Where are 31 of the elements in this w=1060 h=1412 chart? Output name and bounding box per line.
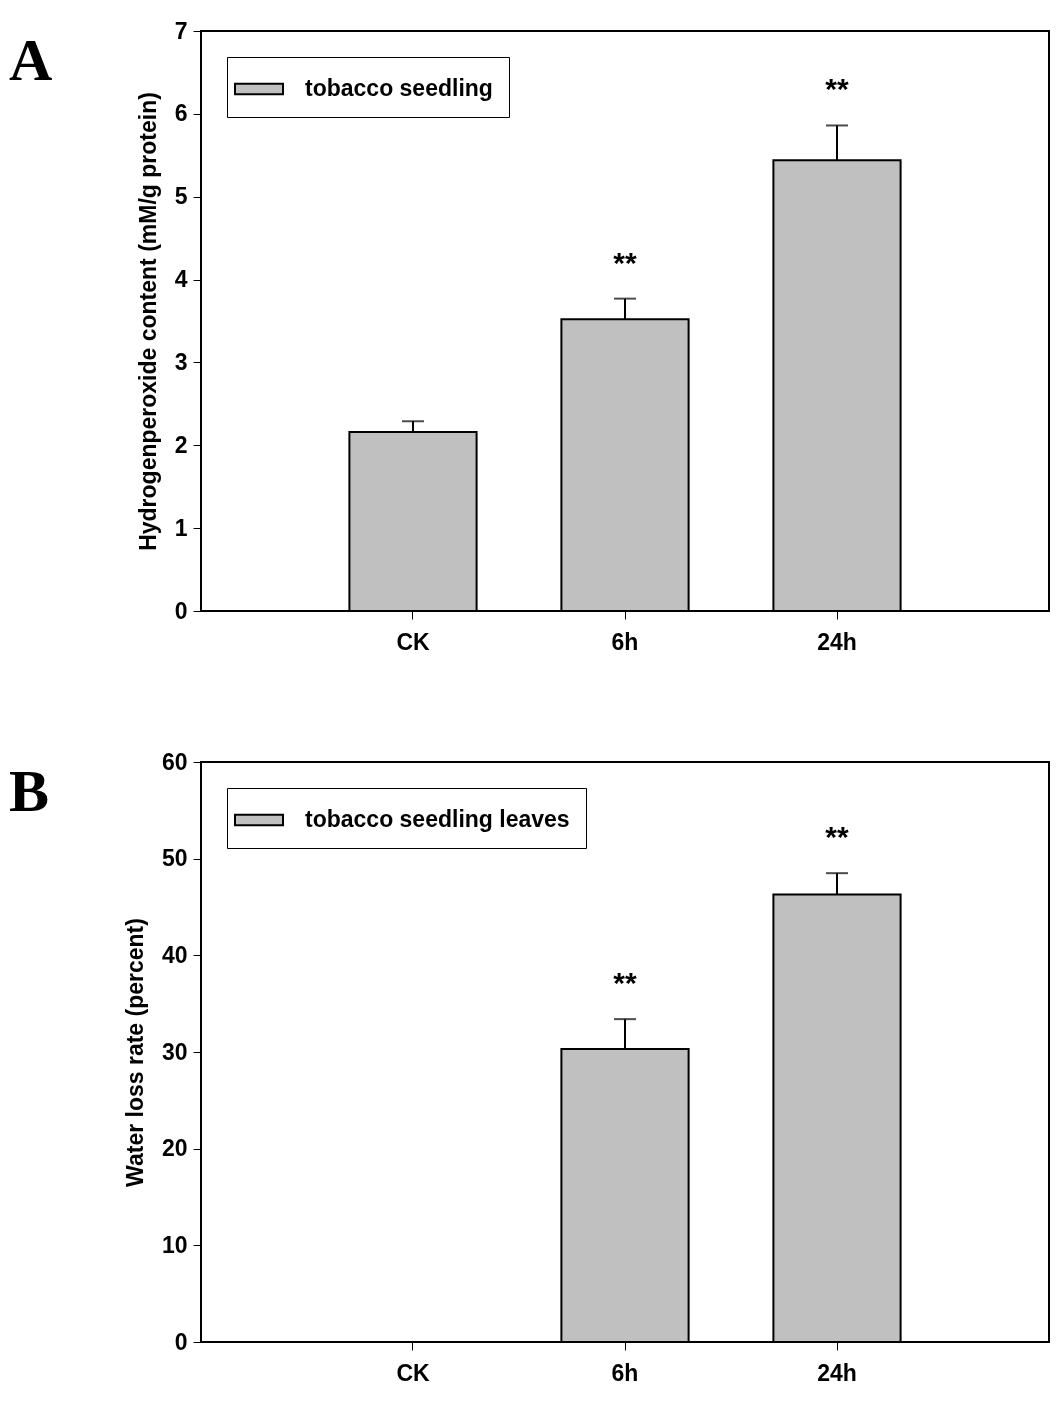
x-tick-label: 24h — [817, 1359, 857, 1386]
annotation: ** — [613, 245, 637, 279]
legend-label: tobacco seedling leaves — [305, 806, 570, 832]
y-tick-label: 7 — [174, 17, 188, 44]
y-tick-label: 3 — [174, 348, 188, 375]
annotation: ** — [825, 72, 849, 106]
y-tick-label: 10 — [161, 1231, 188, 1258]
y-axis-title: Hydrogenperoxide content (mM/g protein) — [134, 92, 161, 551]
legend-label: tobacco seedling — [305, 75, 493, 101]
x-tick-label: 6h — [611, 1359, 639, 1386]
y-tick-label: 0 — [174, 1328, 188, 1355]
x-tick-label: CK — [396, 628, 430, 655]
annotation: ** — [825, 820, 849, 854]
y-tick-label: 40 — [161, 941, 188, 968]
y-axis-title: Water loss rate (percent) — [121, 918, 148, 1187]
y-tick-label: 0 — [174, 597, 188, 624]
y-tick-label: 60 — [161, 748, 188, 775]
x-tick-label: 6h — [611, 628, 639, 655]
y-tick-label: 30 — [161, 1038, 188, 1065]
x-tick-label: 24h — [817, 628, 857, 655]
y-tick-label: 1 — [174, 514, 188, 541]
text: A — [9, 27, 53, 93]
y-tick-label: 50 — [161, 845, 188, 872]
y-tick-label: 2 — [174, 431, 188, 458]
y-tick-label: 6 — [174, 100, 188, 127]
annotation: ** — [613, 966, 637, 1000]
y-tick-label: 20 — [161, 1135, 188, 1162]
y-tick-label: 4 — [174, 266, 188, 293]
text: B — [9, 758, 50, 824]
x-tick-label: CK — [396, 1359, 430, 1386]
y-tick-label: 5 — [174, 183, 188, 210]
